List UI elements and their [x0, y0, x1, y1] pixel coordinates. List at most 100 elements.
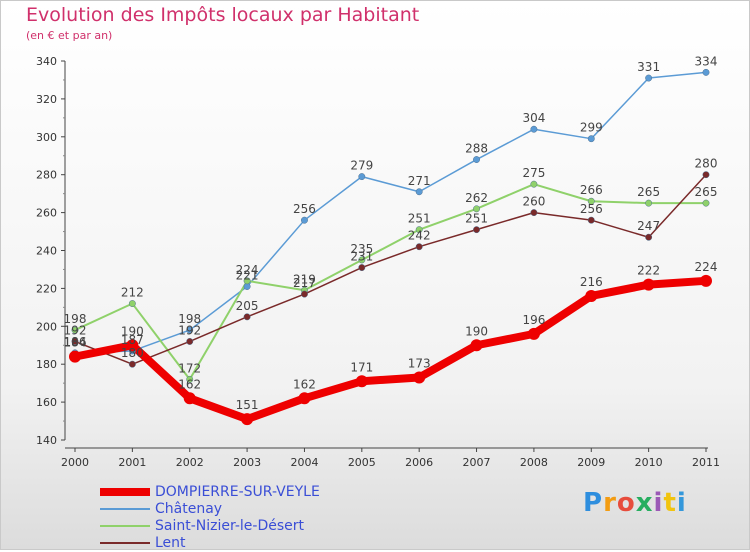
proxiti-logo: Proxiti	[583, 488, 687, 518]
data-label: 187	[121, 333, 144, 347]
data-label: 265	[637, 185, 660, 199]
data-label: 251	[465, 212, 488, 226]
data-point	[415, 188, 423, 196]
data-label: 266	[580, 183, 603, 197]
data-point	[473, 205, 480, 213]
data-point	[415, 243, 423, 251]
data-point	[527, 327, 540, 340]
chart-series-lines	[69, 68, 712, 426]
legend-swatch	[100, 525, 150, 527]
data-point	[473, 226, 480, 234]
data-point	[358, 256, 366, 264]
data-label: 198	[178, 312, 201, 326]
data-label: 299	[580, 121, 603, 135]
data-point	[183, 392, 196, 405]
y-tick-label: 280	[36, 169, 57, 182]
chart-axes: 140 160 180 200 220 240 260 280 300 320 340 2000 200…	[36, 55, 720, 469]
y-tick-label: 220	[36, 282, 57, 295]
y-tick-label: 200	[36, 320, 57, 333]
data-point	[473, 156, 480, 163]
x-tick-label: 2006	[405, 456, 433, 469]
data-point	[355, 375, 368, 388]
data-label: 186	[64, 335, 87, 349]
data-label: 251	[408, 212, 431, 226]
data-point	[243, 313, 251, 321]
data-label: 271	[408, 174, 431, 188]
data-label: 212	[121, 286, 144, 300]
x-tick-label: 2001	[118, 456, 146, 469]
data-point	[645, 74, 653, 82]
data-point	[128, 360, 136, 368]
data-label: 190	[465, 324, 488, 338]
legend-label: DOMPIERRE-SUR-VEYLE	[155, 484, 320, 500]
data-label: 242	[408, 229, 431, 243]
data-label: 260	[522, 195, 545, 209]
data-point	[186, 326, 194, 334]
data-point	[702, 199, 710, 207]
y-tick-label: 240	[36, 245, 57, 258]
data-point	[702, 68, 710, 76]
data-label: 192	[64, 323, 87, 337]
data-label: 205	[236, 299, 259, 313]
data-point	[642, 278, 655, 291]
data-point	[186, 375, 194, 383]
legend-label: Lent	[155, 535, 186, 551]
y-tick-label: 320	[36, 93, 57, 106]
legend-label: Saint-Nizier-le-Désert	[155, 518, 304, 534]
x-tick-label: 2009	[577, 456, 605, 469]
data-label: 198	[64, 312, 87, 326]
data-label: 221	[236, 269, 259, 283]
data-point	[530, 180, 538, 188]
data-label: 331	[637, 60, 660, 74]
data-label: 235	[350, 242, 373, 256]
data-point	[587, 135, 595, 143]
data-point	[415, 226, 423, 234]
data-label: 224	[236, 263, 259, 277]
data-point	[358, 264, 366, 272]
x-tick-label: 2004	[290, 456, 318, 469]
data-point	[301, 216, 308, 224]
data-point	[700, 274, 712, 287]
data-point	[470, 339, 483, 352]
data-label: 192	[178, 323, 201, 337]
y-tick-label: 180	[36, 358, 57, 371]
x-tick-label: 2008	[520, 456, 548, 469]
series-line-3	[74, 173, 707, 365]
data-point	[128, 300, 136, 308]
data-label: 180	[121, 346, 144, 360]
data-label: 184	[64, 336, 87, 350]
data-label: 280	[695, 157, 718, 171]
x-tick-label: 2003	[233, 456, 261, 469]
legend-label: Châtenay	[155, 501, 223, 517]
data-point	[243, 277, 251, 285]
data-point	[358, 173, 366, 181]
data-label: 279	[350, 159, 373, 173]
data-label: 256	[580, 202, 603, 216]
x-tick-label: 2005	[348, 456, 376, 469]
data-label: 190	[121, 324, 144, 338]
data-point	[413, 371, 426, 384]
series-line-2	[74, 183, 707, 381]
data-point	[587, 197, 595, 205]
x-tick-label: 2002	[176, 456, 204, 469]
y-tick-label: 260	[36, 207, 57, 220]
data-point	[530, 209, 538, 217]
data-point	[702, 171, 710, 179]
data-label: 216	[580, 275, 603, 289]
data-label: 162	[293, 377, 316, 391]
data-point	[645, 199, 653, 207]
data-label: 275	[522, 166, 545, 180]
chart-data-labels: 186 187 198 221 256 279 271 288 304 299 331 334 198 2…	[64, 54, 718, 412]
data-label: 151	[236, 398, 259, 412]
chart-title: Evolution des Impôts locaux par Habitant	[26, 4, 420, 26]
data-label: 262	[465, 191, 488, 205]
data-label: 217	[293, 276, 316, 290]
data-point	[585, 289, 598, 302]
y-tick-label: 160	[36, 396, 57, 409]
data-point	[71, 338, 79, 345]
data-label: 288	[465, 142, 488, 156]
data-label: 265	[695, 185, 718, 199]
data-point	[645, 233, 653, 241]
